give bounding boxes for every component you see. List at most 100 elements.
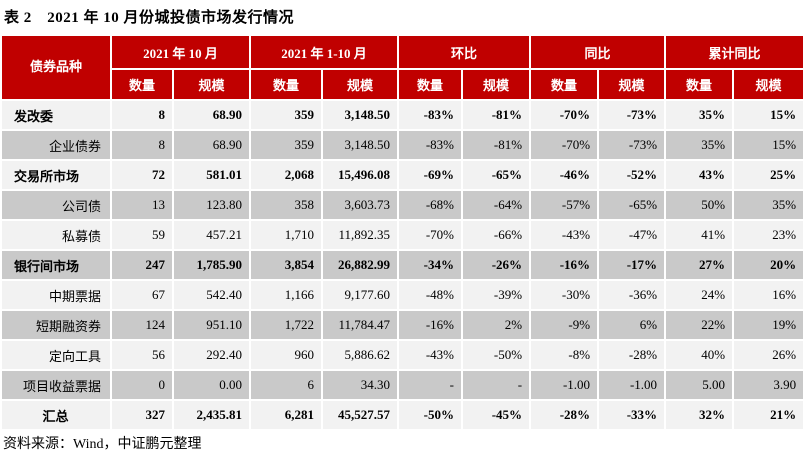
cell: -70% [397, 219, 464, 251]
subheader-count: 数量 [664, 68, 735, 101]
cell: 35% [664, 129, 735, 161]
cell: 124 [110, 309, 174, 341]
cell: -28% [529, 399, 600, 431]
subheader-count: 数量 [529, 68, 600, 101]
cell: 35% [664, 99, 735, 131]
cell: -47% [597, 219, 667, 251]
bond-issuance-table: 债券品种 2021 年 10 月 2021 年 1-10 月 环比 同比 累计同… [0, 34, 803, 431]
cell: 9,177.60 [321, 279, 400, 311]
cell: -17% [597, 249, 667, 281]
cell: 25% [732, 159, 803, 191]
cell: -30% [529, 279, 600, 311]
cell: 1,166 [249, 279, 324, 311]
subheader-count: 数量 [110, 68, 174, 101]
cell: 960 [249, 339, 324, 371]
table-row: 定向工具 56 292.40 960 5,886.62 -43% -50% -8% -28% 40… [0, 339, 803, 371]
subheader-count: 数量 [397, 68, 464, 101]
cell: 24% [664, 279, 735, 311]
cell: -8% [529, 339, 600, 371]
cell: 20% [732, 249, 803, 281]
cell: -34% [397, 249, 464, 281]
subheader-scale: 规模 [171, 68, 252, 101]
cell: 1,710 [249, 219, 324, 251]
table-row: 项目收益票据 0 0.00 6 34.30- - -1.00 -1.00 5.00 3.90 [0, 369, 803, 401]
cell: -45% [461, 399, 532, 431]
cell: -73% [597, 99, 667, 131]
group-header-cumulative-yoy: 累计同比 [664, 34, 803, 70]
table-row: 公司债 13 123.80 358 3,603.73 -68% -64% -57% -65% 50… [0, 189, 803, 221]
row-label: 公司债 [0, 189, 112, 221]
cell: 15% [732, 99, 803, 131]
subheader-scale: 规模 [732, 68, 803, 101]
cell: -66% [461, 219, 532, 251]
cell: -48% [397, 279, 464, 311]
cell: 45,527.57 [321, 399, 400, 431]
cell: 327 [110, 399, 174, 431]
cell: 35% [732, 189, 803, 221]
cell: 5,886.62 [321, 339, 400, 371]
row-label: 交易所市场 [0, 159, 112, 191]
cell: -39% [461, 279, 532, 311]
cell: 542.40 [171, 279, 252, 311]
cell: -81% [461, 129, 532, 161]
cell: 72 [110, 159, 174, 191]
cell: 3,148.50 [321, 99, 400, 131]
table-row: 汇总 327 2,435.81 6,281 45,527.57 -50% -45% -28% -… [0, 399, 803, 431]
cell: 1,722 [249, 309, 324, 341]
cell: -52% [597, 159, 667, 191]
cell: 8 [110, 129, 174, 161]
cell: -1.00 [529, 369, 600, 401]
cell: -43% [397, 339, 464, 371]
cell: 6% [597, 309, 667, 341]
row-label: 短期融资券 [0, 309, 112, 341]
header-sub-row: 数量 规模 数量 规模 数量 规模 数量 规模 数量 规模 [1, 68, 803, 101]
cell: 19% [732, 309, 803, 341]
subheader-scale: 规模 [461, 68, 532, 101]
cell: -83% [397, 129, 464, 161]
cell: -68% [397, 189, 464, 221]
row-label: 汇总 [0, 399, 112, 431]
group-header-jan-oct2021: 2021 年 1-10 月 [249, 34, 400, 70]
cell: 359 [249, 99, 324, 131]
table-row: 中期票据 67 542.40 1,166 9,177.60 -48% -39% -30% -36… [0, 279, 803, 311]
cell: 32% [664, 399, 735, 431]
source-note: 资料来源：Wind，中证鹏元整理 [3, 437, 202, 452]
cell: -73% [597, 129, 667, 161]
cell: 11,784.47 [321, 309, 400, 341]
cell: 457.21 [171, 219, 252, 251]
row-label: 定向工具 [0, 339, 112, 371]
row-label: 企业债券 [0, 129, 112, 161]
cell: -57% [529, 189, 600, 221]
cell: 43% [664, 159, 735, 191]
cell: 123.80 [171, 189, 252, 221]
row-label: 银行间市场 [0, 249, 112, 281]
cell: -83% [397, 99, 464, 131]
cell: -36% [597, 279, 667, 311]
cell: 21% [732, 399, 803, 431]
cell: 15% [732, 129, 803, 161]
cell: 23% [732, 219, 803, 251]
cell: 13 [110, 189, 174, 221]
cell: 2% [461, 309, 532, 341]
table-body: 发改委 8 68.90 359 3,148.50 -83% -81% -70% -73% 35% 1… [0, 99, 803, 431]
cell: 16% [732, 279, 803, 311]
cell: - [397, 369, 464, 401]
cell: -16% [397, 309, 464, 341]
cell: 3.90 [732, 369, 803, 401]
cell: 951.10 [171, 309, 252, 341]
subheader-count: 数量 [249, 68, 324, 101]
cell: 0 [110, 369, 174, 401]
cell: 22% [664, 309, 735, 341]
cell: 581.01 [171, 159, 252, 191]
cell: 292.40 [171, 339, 252, 371]
cell: -16% [529, 249, 600, 281]
cell: 15,496.08 [321, 159, 400, 191]
cell: -81% [461, 99, 532, 131]
cell: 2,068 [249, 159, 324, 191]
cell: 50% [664, 189, 735, 221]
cell: 67 [110, 279, 174, 311]
cell: 6 [249, 369, 324, 401]
table-title: 表 2 2021 年 10 月份城投债市场发行情况 [4, 10, 295, 26]
cell: -46% [529, 159, 600, 191]
group-header-yoy: 同比 [529, 34, 667, 70]
